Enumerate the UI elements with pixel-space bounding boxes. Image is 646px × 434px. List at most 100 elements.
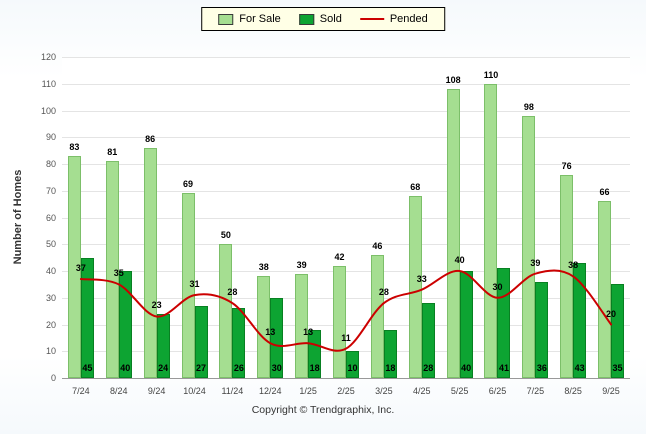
- pended-value-label: 28: [227, 287, 238, 298]
- pended-line-swatch: [359, 18, 384, 20]
- x-axis-label: 6/25: [488, 386, 507, 396]
- pended-value-label: 35: [113, 268, 124, 279]
- gridline: [62, 244, 630, 246]
- pended-value-label: 37: [75, 263, 86, 274]
- sold-bar: [156, 313, 170, 378]
- pended-value-label: 40: [454, 255, 465, 265]
- for-sale-bar: [446, 89, 460, 378]
- pended-value-label: 13: [303, 327, 314, 338]
- pended-value-label: 13: [265, 327, 276, 338]
- sold-value-label: 24: [158, 363, 169, 373]
- gridline: [62, 83, 630, 85]
- x-axis-label: 1/25: [299, 386, 317, 396]
- sold-bar: [270, 297, 284, 378]
- sold-value-label: 28: [423, 363, 434, 373]
- x-axis-label: 11/24: [221, 386, 244, 396]
- for-sale-swatch: [218, 13, 234, 25]
- sold-value-label: 40: [120, 363, 131, 373]
- y-axis-tick-label: 90: [45, 132, 56, 143]
- x-axis-label: 9/25: [602, 386, 620, 396]
- sold-bar: [308, 329, 322, 378]
- for-sale-bar: [598, 201, 612, 378]
- y-axis-tick-label: 40: [45, 266, 56, 276]
- y-axis-tick-label: 110: [41, 78, 56, 89]
- pended-value-label: 39: [530, 257, 541, 268]
- gridline: [62, 110, 630, 112]
- sold-value-label: 41: [498, 363, 509, 373]
- y-axis-title: Number of Homes: [12, 169, 24, 265]
- for-sale-value-label: 98: [523, 101, 534, 112]
- x-axis-label: 9/24: [147, 386, 166, 396]
- y-axis-tick-label: 10: [45, 346, 56, 357]
- y-axis-tick-label: 80: [45, 159, 56, 169]
- sold-value-label: 10: [347, 363, 358, 373]
- for-sale-value-label: 46: [372, 240, 383, 251]
- sold-bar: [346, 351, 359, 378]
- legend-label-pended: Pended: [389, 13, 428, 25]
- sold-bar: [459, 271, 473, 378]
- pended-value-label: 11: [341, 332, 351, 343]
- y-axis-tick-label: 30: [45, 292, 56, 303]
- for-sale-value-label: 50: [220, 230, 231, 241]
- for-sale-bar: [181, 193, 195, 378]
- for-sale-value-label: 39: [296, 259, 307, 270]
- x-axis-label: 4/25: [412, 386, 431, 396]
- for-sale-value-label: 83: [69, 141, 80, 152]
- pended-value-label: 28: [378, 287, 389, 298]
- x-axis-label: 12/24: [259, 386, 282, 396]
- sold-value-label: 40: [461, 363, 472, 373]
- for-sale-bar: [295, 273, 309, 378]
- y-axis-tick-label: 50: [45, 239, 56, 250]
- sold-value-label: 45: [82, 363, 93, 373]
- for-sale-value-label: 86: [145, 133, 156, 144]
- sold-value-label: 36: [536, 363, 547, 373]
- pended-value-label: 30: [492, 281, 503, 292]
- pended-line: [79, 269, 613, 352]
- for-sale-value-label: 81: [107, 147, 118, 158]
- for-sale-bar: [67, 155, 81, 378]
- chart-legend: For Sale Sold Pended: [201, 7, 445, 31]
- sold-value-label: 30: [271, 363, 282, 373]
- sold-value-label: 18: [309, 363, 320, 373]
- legend-label-for-sale: For Sale: [239, 13, 281, 25]
- sold-bar: [421, 303, 435, 378]
- gridline: [62, 137, 630, 139]
- gridline: [62, 217, 630, 219]
- sold-bar: [118, 271, 132, 378]
- for-sale-value-label: 38: [258, 262, 269, 273]
- pended-value-label: 33: [416, 273, 427, 284]
- gridline: [62, 190, 630, 192]
- gridline: [62, 271, 630, 272]
- for-sale-bar: [105, 161, 119, 378]
- sold-bar: [535, 281, 549, 378]
- x-axis-label: 3/25: [375, 386, 393, 396]
- sold-bar: [194, 305, 208, 378]
- legend-item-pended: Pended: [359, 13, 428, 25]
- sold-value-label: 27: [196, 363, 207, 373]
- pended-value-label: 38: [568, 260, 579, 271]
- sold-bar: [80, 257, 94, 378]
- for-sale-value-label: 110: [483, 69, 499, 80]
- sold-bar: [497, 268, 511, 378]
- x-axis-label: 8/25: [564, 386, 582, 396]
- x-axis-line: [62, 378, 630, 379]
- x-axis-label: 5/25: [450, 386, 469, 396]
- sold-value-label: 26: [233, 363, 244, 373]
- gridline: [62, 297, 630, 299]
- gridline: [62, 57, 630, 58]
- sold-bar: [383, 329, 397, 378]
- y-axis-tick-label: 60: [45, 212, 56, 223]
- for-sale-value-label: 68: [410, 182, 421, 193]
- legend-label-sold: Sold: [319, 13, 342, 25]
- y-axis-tick-label: 100: [40, 105, 56, 116]
- x-axis-label: 8/24: [110, 386, 128, 396]
- sold-value-label: 43: [574, 363, 585, 373]
- sold-value-label: 35: [612, 363, 623, 373]
- for-sale-value-label: 69: [183, 179, 194, 190]
- pended-value-label: 20: [606, 308, 617, 319]
- for-sale-value-label: 42: [334, 251, 345, 262]
- for-sale-bar: [484, 83, 498, 378]
- for-sale-bar: [219, 244, 233, 378]
- y-axis-tick-label: 70: [45, 185, 56, 196]
